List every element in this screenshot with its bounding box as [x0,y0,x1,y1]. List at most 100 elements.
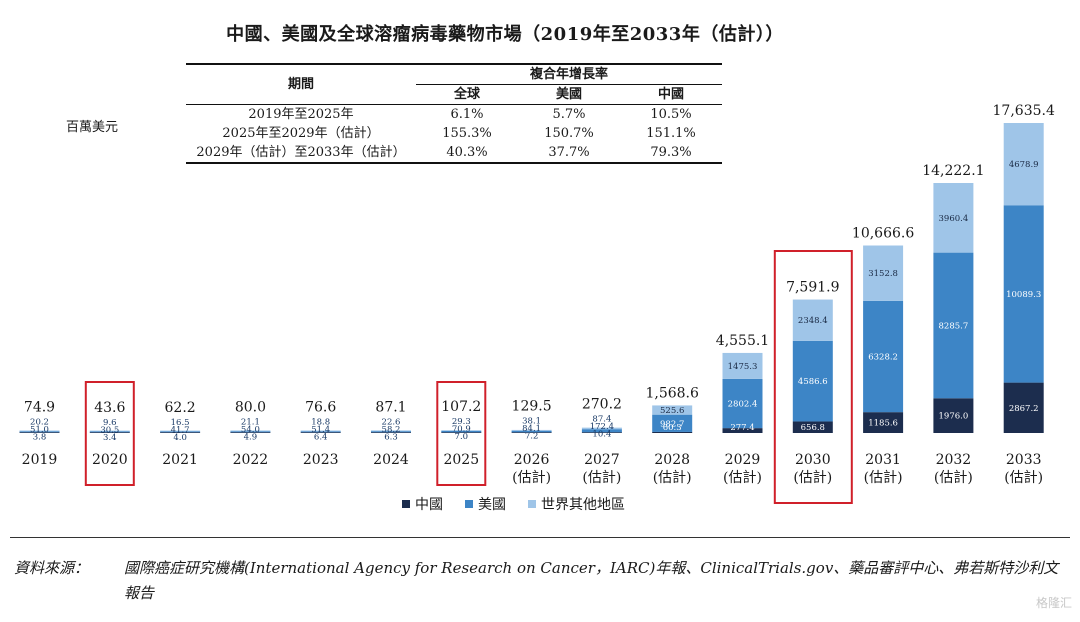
total-label: 1,568.6 [645,385,699,401]
bar-segment [89,430,130,432]
segment-label: 4.9 [244,433,258,443]
segment-label: 70.9 [452,425,471,435]
bar-segment [89,431,130,433]
cagr-header: 複合年增長率 [416,63,722,85]
segment-label: 22.6 [382,417,401,427]
cagr-cell: 151.1% [646,126,696,141]
bar-segment [300,431,341,433]
bar-segment [722,428,763,433]
x-tick-label: 2030 [795,452,831,468]
cagr-table: 期間 複合年增長率 全球 美國 中國 2019年至2025年 6.1% 5.7%… [186,63,722,164]
legend-label-rest-of-world: 世界其他地區 [541,497,625,513]
segment-label: 20.2 [30,418,49,428]
source-text: 國際癌症研究機構(International Agency for Resear… [124,559,1059,602]
x-tick-label: 2027 [584,452,620,468]
bar-segment [511,432,552,433]
segment-label: 1475.3 [728,362,758,372]
table-row: 2019年至2025年 6.1% 5.7% 10.5% [186,104,722,124]
chart-legend: 中國 美國 世界其他地區 [402,494,625,514]
total-label: 7,591.9 [786,280,839,296]
x-tick-sublabel: (估計) [582,470,621,486]
total-label: 80.0 [235,400,266,416]
segment-label: 525.6 [660,406,684,416]
bar-segment [652,405,693,415]
segment-label: 4678.9 [1009,160,1039,170]
segment-label: 38.1 [522,417,541,427]
segment-label: 29.3 [452,417,471,427]
bar-segment [300,432,341,433]
bar-segment [160,430,201,432]
x-tick-label: 2031 [865,452,901,468]
x-tick-label: 2025 [443,452,479,468]
cagr-cell: 37.7% [518,143,620,164]
cagr-cell: 5.7% [518,104,620,124]
segment-label: 30.5 [100,426,119,436]
bar-segment [722,352,763,379]
bar-segment [441,430,482,433]
bar-segment [933,182,974,253]
bar-segment [792,299,833,341]
total-label: 14,222.1 [922,163,984,179]
period-cell: 2025年至2029年（估計） [222,126,380,141]
segment-label: 21.1 [241,418,260,428]
x-tick-label: 2024 [373,452,409,468]
bar-segment [89,432,130,433]
segment-label: 277.4 [730,423,754,433]
period-cell: 2029年（估計）至2033年（估計） [186,143,416,164]
segment-label: 60.3 [663,423,682,433]
bar-segment [160,432,201,433]
chart-title: 中國、美國及全球溶瘤病毒藥物市場（2019年至2033年（估計）） [226,24,784,45]
segment-label: 54.0 [241,425,260,435]
segment-label: 3960.4 [939,214,969,224]
cagr-cell: 6.1% [416,104,518,124]
unit-label: 百萬美元 [66,120,119,135]
cagr-col-china: 中國 [620,84,722,105]
bar-segment [19,430,60,432]
segment-label: 2348.4 [798,316,828,326]
total-label: 62.2 [165,400,196,416]
x-tick-sublabel: (估計) [512,470,551,486]
segment-label: 84.1 [522,424,541,434]
segment-label: 16.5 [171,418,190,428]
bar-segment [581,429,622,433]
bar-segment [371,432,411,433]
segment-label: 172.4 [590,422,614,432]
period-cell: 2019年至2025年 [186,104,416,124]
bar-segment [581,432,622,433]
legend-swatch-us [465,500,473,508]
x-tick-sublabel: (估計) [864,470,903,486]
cagr-cell: 155.3% [442,126,492,141]
bar-segment [441,432,482,433]
segment-label: 1185.6 [868,419,898,429]
bar-segment [511,430,552,433]
bar-segment [933,252,974,399]
bar-segment [160,431,201,433]
bar-segment [792,421,833,433]
bar-segment [581,427,622,430]
x-tick-sublabel: (估計) [723,470,762,486]
x-tick-sublabel: (估計) [793,470,832,486]
total-label: 76.6 [305,400,336,416]
cagr-col-us: 美國 [518,84,620,105]
segment-label: 6328.2 [868,353,898,363]
bar-segment [19,432,60,433]
segment-label: 2867.2 [1009,404,1039,414]
segment-label: 7.0 [455,432,469,442]
highlight-box [436,381,487,486]
bar-segment [792,340,833,422]
bar-segment [1003,382,1044,433]
bar-segment [863,300,904,413]
cagr-cell: 40.3% [416,143,518,164]
bar-segment [230,430,271,432]
x-tick-label: 2022 [233,452,269,468]
source-label: 資料來源： [14,559,90,577]
segment-label: 41.7 [171,425,190,435]
segment-label: 3.8 [33,433,47,443]
total-label: 270.2 [582,396,622,412]
segment-label: 4586.6 [798,377,828,387]
table-row: 2029年（估計）至2033年（估計） 40.3% 37.7% 79.3% [186,143,722,164]
bar-segment [441,430,482,431]
bar-segment [300,430,341,432]
cagr-cell: 10.5% [620,104,722,124]
x-tick-sublabel: (估計) [653,470,692,486]
